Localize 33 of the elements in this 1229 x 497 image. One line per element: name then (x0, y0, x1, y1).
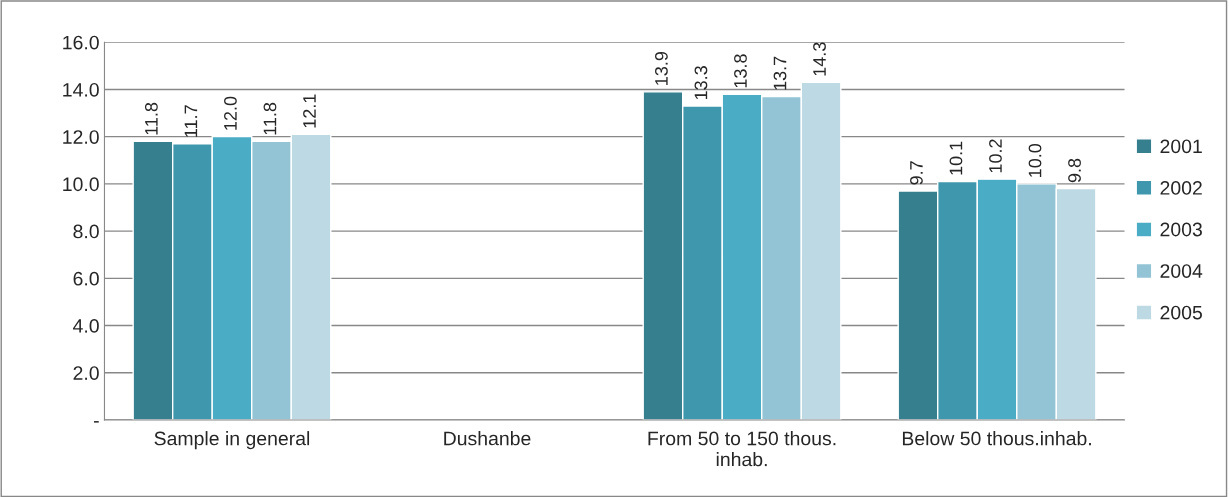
y-tick-label: 8.0 (73, 224, 99, 239)
data-label: 10.0 (1028, 143, 1042, 177)
x-tick-label: Sample in general (154, 431, 310, 450)
legend-label: 2005 (1160, 305, 1202, 320)
y-tick-label: 10.0 (63, 177, 99, 192)
data-label: 9.8 (1068, 158, 1081, 183)
data-label: 13.9 (655, 51, 668, 85)
data-label: 10.1 (949, 141, 963, 175)
data-label: 13.8 (734, 54, 747, 88)
data-label: 14.3 (813, 42, 826, 76)
y-tick-label: 12.0 (63, 130, 99, 144)
legend-label: 2004 (1160, 264, 1203, 278)
y-tick-label: - (93, 421, 99, 423)
data-label: 12.0 (224, 96, 237, 130)
data-label: 11.8 (144, 102, 158, 135)
x-tick-label: Below 50 thous.inhab. (902, 431, 1091, 446)
legend-label: 2001 (1160, 139, 1202, 154)
data-label: 12.1 (303, 94, 316, 128)
data-label: 11.8 (263, 102, 277, 135)
y-tick-label: 4.0 (73, 319, 99, 333)
data-label: 11.7 (184, 105, 198, 137)
x-tick-label: Dushanbe (444, 431, 531, 446)
y-tick-label: 14.0 (63, 82, 99, 97)
data-label: 13.3 (694, 66, 708, 100)
data-label: 10.2 (989, 139, 1002, 173)
y-tick-label: 2.0 (73, 366, 99, 380)
legend-label: 2002 (1160, 181, 1202, 195)
data-label: 9.7 (910, 161, 923, 185)
x-tick-label: From 50 to 150 thous. inhab. (648, 431, 836, 467)
y-tick-label: 16.0 (63, 35, 99, 50)
legend-label: 2003 (1160, 222, 1202, 237)
y-tick-label: 6.0 (73, 271, 99, 286)
data-label: 13.7 (773, 56, 787, 90)
